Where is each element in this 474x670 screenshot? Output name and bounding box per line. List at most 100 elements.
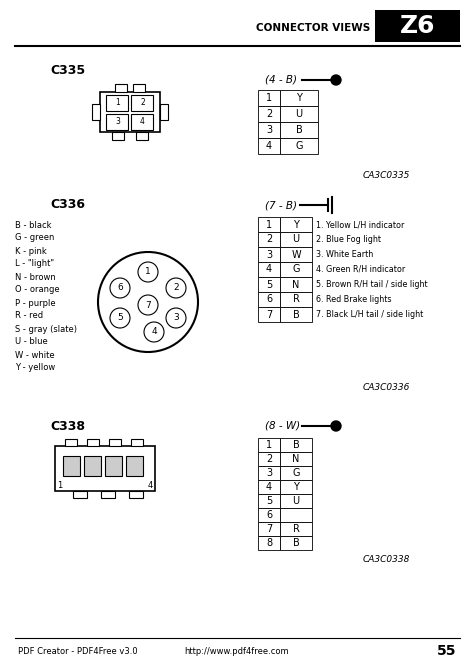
- Text: K - pink: K - pink: [15, 247, 47, 255]
- Circle shape: [166, 278, 186, 298]
- Text: 1: 1: [57, 482, 62, 490]
- Text: 1: 1: [115, 98, 120, 107]
- Text: N - brown: N - brown: [15, 273, 56, 281]
- Text: 4: 4: [140, 117, 145, 126]
- Text: S - gray (slate): S - gray (slate): [15, 324, 77, 334]
- Text: (8 - W): (8 - W): [265, 421, 300, 431]
- Text: B: B: [292, 310, 300, 320]
- FancyBboxPatch shape: [280, 122, 318, 138]
- Circle shape: [110, 278, 130, 298]
- Text: 5: 5: [266, 496, 272, 506]
- FancyBboxPatch shape: [258, 438, 280, 452]
- FancyBboxPatch shape: [280, 522, 312, 536]
- Text: L - "light": L - "light": [15, 259, 54, 269]
- Text: 1: 1: [145, 267, 151, 277]
- Text: B: B: [296, 125, 302, 135]
- Text: Y: Y: [293, 482, 299, 492]
- Text: 5: 5: [117, 314, 123, 322]
- Text: 3: 3: [266, 468, 272, 478]
- Text: 1: 1: [266, 220, 272, 230]
- Circle shape: [138, 262, 158, 282]
- FancyBboxPatch shape: [63, 456, 80, 476]
- FancyBboxPatch shape: [258, 452, 280, 466]
- FancyBboxPatch shape: [280, 277, 312, 292]
- FancyBboxPatch shape: [280, 466, 312, 480]
- FancyBboxPatch shape: [280, 480, 312, 494]
- FancyBboxPatch shape: [258, 480, 280, 494]
- Text: 7. Black L/H tail / side light: 7. Black L/H tail / side light: [316, 310, 423, 319]
- Text: 5: 5: [266, 279, 272, 289]
- FancyBboxPatch shape: [375, 10, 460, 42]
- FancyBboxPatch shape: [280, 247, 312, 262]
- FancyBboxPatch shape: [92, 104, 100, 120]
- FancyBboxPatch shape: [109, 439, 121, 446]
- Text: CONNECTOR VIEWS: CONNECTOR VIEWS: [256, 23, 370, 33]
- FancyBboxPatch shape: [280, 494, 312, 508]
- Text: 3. White Earth: 3. White Earth: [316, 250, 373, 259]
- Text: U - blue: U - blue: [15, 338, 48, 346]
- FancyBboxPatch shape: [280, 232, 312, 247]
- Text: 4: 4: [151, 328, 157, 336]
- Text: 7: 7: [266, 524, 272, 534]
- Text: 3: 3: [173, 314, 179, 322]
- Text: 3: 3: [266, 125, 272, 135]
- FancyBboxPatch shape: [131, 113, 154, 129]
- FancyBboxPatch shape: [131, 94, 154, 111]
- Text: http://www.pdf4free.com: http://www.pdf4free.com: [185, 647, 289, 655]
- Text: 1: 1: [266, 440, 272, 450]
- Text: 2: 2: [266, 109, 272, 119]
- FancyBboxPatch shape: [280, 292, 312, 307]
- FancyBboxPatch shape: [133, 84, 145, 92]
- Text: C338: C338: [51, 419, 85, 433]
- FancyBboxPatch shape: [131, 439, 143, 446]
- Text: Y - yellow: Y - yellow: [15, 364, 55, 373]
- FancyBboxPatch shape: [258, 494, 280, 508]
- Text: R: R: [292, 524, 300, 534]
- Text: CA3C0338: CA3C0338: [363, 555, 410, 565]
- Text: 1. Yellow L/H indicator: 1. Yellow L/H indicator: [316, 220, 404, 229]
- Text: 6: 6: [266, 510, 272, 520]
- FancyBboxPatch shape: [129, 491, 143, 498]
- Text: 4. Green R/H indicator: 4. Green R/H indicator: [316, 265, 405, 274]
- Text: 2: 2: [173, 283, 179, 293]
- FancyBboxPatch shape: [280, 508, 312, 522]
- Text: CA3C0335: CA3C0335: [363, 170, 410, 180]
- Text: 4: 4: [266, 482, 272, 492]
- FancyBboxPatch shape: [258, 138, 280, 154]
- Text: 8: 8: [266, 538, 272, 548]
- Text: 2: 2: [140, 98, 145, 107]
- FancyBboxPatch shape: [107, 113, 128, 129]
- FancyBboxPatch shape: [280, 262, 312, 277]
- Text: G: G: [295, 141, 303, 151]
- Text: 3: 3: [115, 117, 120, 126]
- FancyBboxPatch shape: [280, 138, 318, 154]
- FancyBboxPatch shape: [258, 522, 280, 536]
- Text: Y: Y: [296, 93, 302, 103]
- FancyBboxPatch shape: [280, 217, 312, 232]
- Text: R - red: R - red: [15, 312, 43, 320]
- FancyBboxPatch shape: [73, 491, 87, 498]
- Text: B - black: B - black: [15, 220, 52, 230]
- Text: W - white: W - white: [15, 350, 55, 360]
- FancyBboxPatch shape: [105, 456, 122, 476]
- Text: 6: 6: [266, 295, 272, 304]
- FancyBboxPatch shape: [136, 132, 148, 140]
- Text: U: U: [295, 109, 302, 119]
- Text: N: N: [292, 279, 300, 289]
- FancyBboxPatch shape: [258, 536, 280, 550]
- FancyBboxPatch shape: [258, 106, 280, 122]
- FancyBboxPatch shape: [280, 106, 318, 122]
- Circle shape: [166, 308, 186, 328]
- FancyBboxPatch shape: [280, 452, 312, 466]
- Text: W: W: [291, 249, 301, 259]
- Text: 4: 4: [266, 141, 272, 151]
- Text: 2. Blue Fog light: 2. Blue Fog light: [316, 235, 381, 244]
- Text: 6. Red Brake lights: 6. Red Brake lights: [316, 295, 392, 304]
- FancyBboxPatch shape: [258, 292, 280, 307]
- FancyBboxPatch shape: [258, 217, 280, 232]
- FancyBboxPatch shape: [280, 90, 318, 106]
- Text: B: B: [292, 538, 300, 548]
- FancyBboxPatch shape: [258, 122, 280, 138]
- Text: G - green: G - green: [15, 234, 55, 243]
- FancyBboxPatch shape: [258, 277, 280, 292]
